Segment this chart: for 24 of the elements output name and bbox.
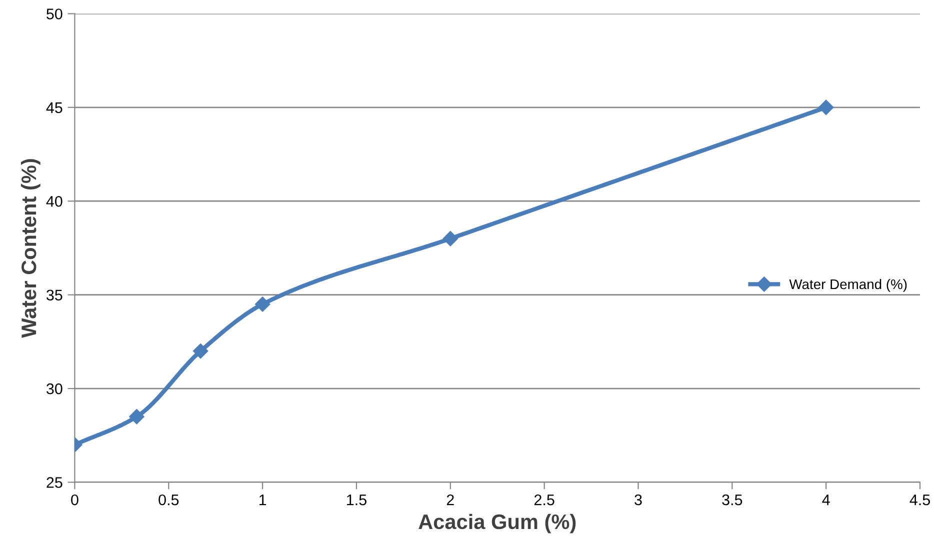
x-tick-label: 2 [446,494,454,506]
point [442,231,458,246]
x-tick-label: 4 [822,494,830,506]
y-tick-label: 30 [46,383,62,394]
x-tick-label: 4.5 [910,494,930,506]
x-axis-title: Acacia Gum (%) [418,514,576,534]
x-tick-label: 3.5 [722,494,742,506]
x-tick-label: 0 [71,494,78,506]
y-tick-label: 35 [46,290,62,301]
point [193,343,208,359]
x-tick-label: 1 [259,494,266,506]
point [254,296,270,312]
y-tick-label: 40 [46,196,62,207]
x-tick-label: 1.5 [347,494,366,506]
x-tick-label: 0.5 [158,494,179,506]
y-tick-label: 25 [46,477,62,488]
legend-label: Water Demand (%) [789,278,907,292]
point [818,100,834,115]
y-axis-title: Water Content (%) [20,159,40,338]
point [129,409,144,424]
x-tick-label: 2.5 [534,494,554,506]
x-tick-label: 3 [634,494,642,506]
y-tick-label: 45 [46,102,62,114]
y-tick-label: 50 [46,8,62,20]
